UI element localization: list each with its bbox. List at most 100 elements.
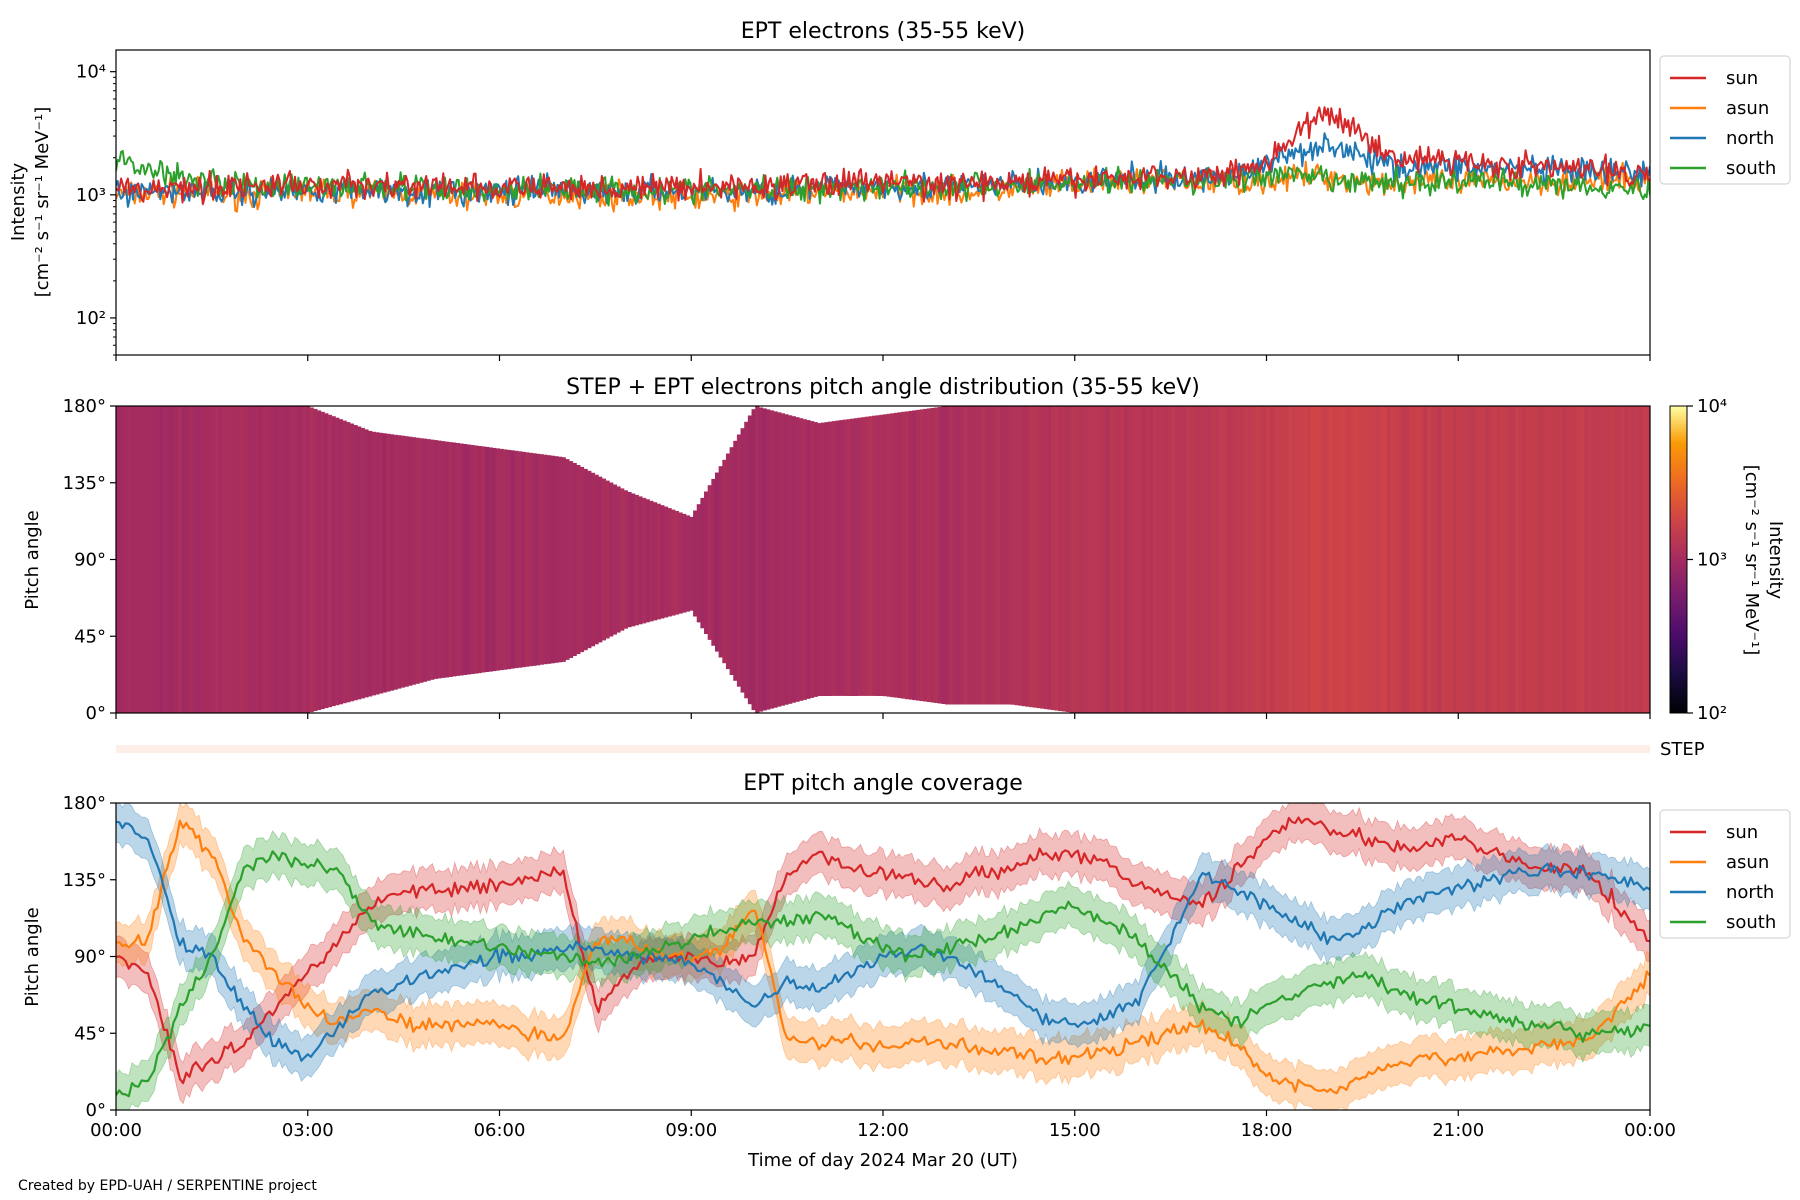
pad-heatmap-column: [572, 463, 577, 656]
pad-heatmap-column: [1040, 406, 1045, 709]
pad-heatmap-column: [1076, 406, 1081, 713]
pad-heatmap-column: [189, 406, 194, 713]
coverage-y-tick-label: 135°: [63, 870, 106, 891]
intensity-panel: EPT electrons (35-55 keV) 10² 10³ 10⁴ Inte…: [8, 19, 1791, 361]
pad-heatmap-column: [1116, 406, 1121, 713]
pad-heatmap-column: [671, 509, 676, 616]
pad-heatmap-column: [660, 505, 665, 619]
coverage-band-asun: [116, 803, 1650, 1110]
pad-heatmap-column: [1065, 406, 1070, 712]
pad-heatmap-column: [1372, 406, 1377, 713]
pad-heatmap-column: [1562, 406, 1567, 713]
pad-heatmap-column: [441, 441, 446, 678]
pad-heatmap-column: [1350, 406, 1355, 713]
pad-heatmap-column: [1485, 406, 1490, 713]
coverage-series-asun: [116, 819, 1650, 1095]
pad-heatmap-column: [214, 406, 219, 713]
pad-heatmap-column: [1379, 406, 1384, 713]
pad-heatmap-column: [1189, 406, 1195, 713]
pad-heatmap-column: [641, 497, 647, 624]
pad-heatmap-column: [525, 452, 530, 667]
pad-heatmap-column: [1018, 406, 1023, 706]
pad-heatmap-column: [645, 499, 650, 623]
pad-heatmap-column: [945, 406, 950, 705]
pad-heatmap-column: [1343, 406, 1348, 713]
pad-heatmap-column: [400, 435, 406, 688]
pad-heatmap-column: [1489, 406, 1494, 713]
pad-heatmap-column: [181, 406, 186, 713]
pad-heatmap-column: [152, 406, 157, 713]
pad-heatmap-column: [1164, 406, 1169, 713]
pad-heatmap-column: [952, 406, 957, 705]
x-axis-label: Time of day 2024 Mar 20 (UT): [747, 1150, 1018, 1171]
pad-heatmap-column: [751, 409, 756, 711]
pad-heatmap-column: [820, 422, 826, 696]
pad-heatmap-column: [919, 409, 924, 702]
pad-heatmap-column: [1069, 406, 1074, 713]
pad-heatmap-area: [116, 406, 1650, 713]
pad-heatmap-column: [802, 419, 807, 700]
pad-heatmap-column: [1496, 406, 1501, 713]
pad-heatmap-column: [1138, 406, 1143, 713]
pad-heatmap-column: [813, 422, 818, 697]
pad-heatmap-column: [1036, 406, 1041, 709]
pad-heatmap-column: [426, 439, 431, 681]
coverage-x-tick-label: 09:00: [665, 1120, 717, 1141]
pad-heatmap-column: [1061, 406, 1067, 712]
pad-heatmap-column: [594, 474, 599, 645]
pad-heatmap-column: [587, 470, 592, 649]
pad-heatmap-column: [1427, 406, 1432, 713]
pad-heatmap-column: [704, 491, 709, 634]
pad-heatmap-column: [696, 504, 701, 623]
pad-heatmap-column: [1262, 406, 1268, 713]
pad-heatmap-column: [809, 421, 815, 698]
pad-heatmap-column: [324, 413, 329, 709]
pad-heatmap-column: [481, 446, 486, 673]
pad-heatmap-column: [1481, 406, 1487, 713]
pad-heatmap-column: [996, 406, 1001, 705]
pad-heatmap-column: [1584, 406, 1589, 713]
pad-heatmap-column: [1419, 406, 1425, 713]
pad-heatmap-column: [462, 444, 468, 675]
pad-heatmap-column: [404, 436, 409, 687]
pad-heatmap-column: [1511, 406, 1516, 713]
pad-heatmap-column: [353, 425, 358, 701]
pad-heatmap-column: [1124, 406, 1129, 713]
pad-heatmap-column: [1229, 406, 1235, 713]
coverage-x-tick-label: 21:00: [1432, 1120, 1484, 1141]
pad-heatmap-column: [1569, 406, 1574, 713]
pad-heatmap-column: [1558, 406, 1563, 713]
pad-heatmap-column: [623, 490, 628, 629]
pad-heatmap-column: [1354, 406, 1359, 713]
colorbar: [1669, 405, 1688, 714]
pad-heatmap-column: [532, 453, 537, 666]
pad-heatmap-column: [411, 437, 417, 685]
pad-heatmap-column: [890, 413, 895, 698]
pad-heatmap-column: [1281, 406, 1286, 713]
pad-heatmap-column: [225, 406, 230, 713]
pad-heatmap-column: [1405, 406, 1410, 713]
pad-heatmap-column: [1021, 406, 1027, 707]
pad-heatmap-column: [514, 450, 519, 669]
pad-heatmap-column: [254, 406, 260, 713]
pad-heatmap-column: [1390, 406, 1395, 713]
pad-heatmap-column: [470, 445, 475, 674]
pad-heatmap-column: [262, 406, 267, 713]
pad-heatmap-column: [543, 454, 548, 665]
pad-heatmap-column: [1357, 406, 1363, 713]
pad-heatmap-column: [305, 406, 311, 713]
pad-heatmap-column: [1295, 406, 1300, 713]
coverage-legend: sun asun north south: [1659, 809, 1791, 939]
pad-heatmap-column: [229, 406, 234, 713]
pad-heatmap-column: [1620, 406, 1626, 713]
pad-heatmap-column: [828, 421, 833, 696]
pad-heatmap-column: [1303, 406, 1308, 713]
pad-heatmap-column: [528, 452, 533, 667]
pad-heatmap-column: [1365, 406, 1370, 713]
pad-heatmap-column: [875, 415, 880, 696]
pad-heatmap-column: [682, 513, 687, 613]
pad-heatmap-column: [864, 416, 869, 696]
pad-heatmap-column: [1047, 406, 1052, 710]
pad-heatmap-column: [364, 429, 369, 698]
pad-heatmap-column: [1394, 406, 1399, 713]
